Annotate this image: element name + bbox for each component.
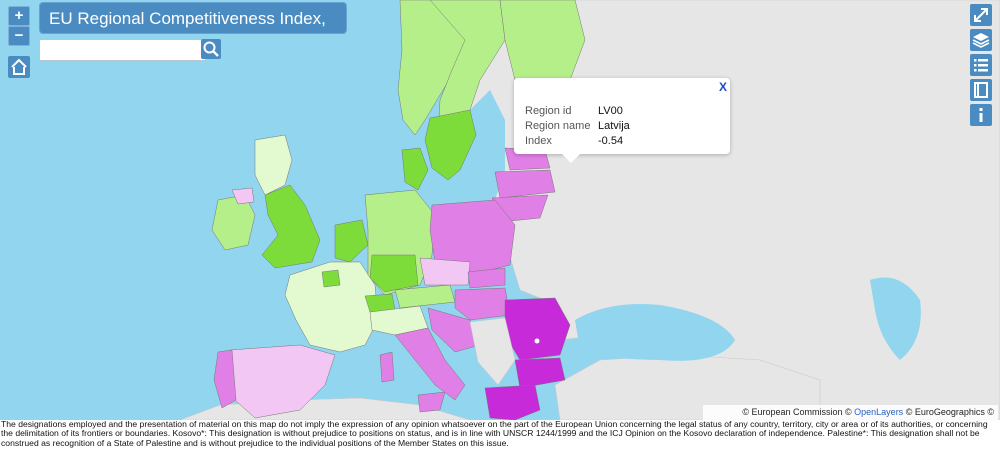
openlayers-link[interactable]: OpenLayers bbox=[854, 407, 904, 417]
book-button[interactable] bbox=[970, 79, 992, 101]
england bbox=[261, 184, 321, 269]
caspian-sea bbox=[870, 277, 921, 360]
layers-icon bbox=[972, 33, 990, 48]
book-icon bbox=[974, 82, 988, 98]
land-turkey bbox=[554, 354, 821, 420]
latvia bbox=[494, 169, 556, 199]
ireland bbox=[211, 194, 256, 251]
sardinia bbox=[379, 351, 395, 383]
germany-south bbox=[369, 254, 419, 293]
popup-tail bbox=[562, 154, 580, 163]
ile-de-france bbox=[321, 269, 341, 288]
bulgaria bbox=[514, 357, 566, 389]
popup-value: Latvija bbox=[598, 120, 630, 132]
selected-region-marker bbox=[534, 338, 540, 344]
popup-row-region-id: Region id LV00 bbox=[525, 105, 623, 117]
zoom-in-button[interactable]: + bbox=[8, 6, 30, 26]
fullscreen-icon bbox=[974, 8, 988, 22]
home-button[interactable] bbox=[8, 56, 30, 78]
info-icon bbox=[979, 108, 983, 122]
zoom-out-button[interactable]: − bbox=[8, 26, 30, 46]
romania bbox=[504, 297, 571, 361]
popup-row-region-name: Region name Latvija bbox=[525, 120, 630, 132]
greece bbox=[484, 384, 541, 420]
popup-row-index: Index -0.54 bbox=[525, 135, 623, 147]
northern-ireland bbox=[231, 187, 255, 205]
sicily bbox=[417, 391, 446, 413]
western-balkans bbox=[469, 317, 516, 386]
search-button[interactable] bbox=[201, 39, 221, 59]
popup-close-button[interactable]: X bbox=[718, 80, 727, 94]
map-attribution: © European Commission © OpenLayers © Eur… bbox=[703, 405, 998, 420]
benelux bbox=[334, 219, 369, 263]
popup-label: Index bbox=[525, 135, 552, 147]
info-button[interactable] bbox=[970, 104, 992, 126]
popup-label: Region name bbox=[525, 120, 591, 132]
black-sea bbox=[575, 304, 735, 361]
map-layer bbox=[179, 0, 1000, 420]
italy-south bbox=[394, 327, 466, 401]
home-icon bbox=[11, 58, 27, 75]
disclaimer-text: The designations employed and the presen… bbox=[1, 419, 988, 448]
search-input[interactable] bbox=[39, 39, 206, 61]
region-popup: X Region id LV00 Region name Latvija Index… bbox=[514, 78, 730, 163]
popup-label: Region id bbox=[525, 105, 572, 117]
attribution-text: © European Commission © bbox=[742, 407, 855, 417]
fullscreen-button[interactable] bbox=[970, 4, 992, 26]
czechia bbox=[419, 257, 471, 286]
hungary bbox=[454, 287, 511, 321]
layers-button[interactable] bbox=[970, 29, 992, 51]
scotland bbox=[254, 134, 293, 196]
denmark bbox=[401, 147, 429, 191]
portugal bbox=[213, 349, 237, 409]
popup-value: LV00 bbox=[598, 105, 623, 117]
legend-button[interactable] bbox=[970, 54, 992, 76]
slovakia bbox=[467, 267, 506, 289]
legend-list-icon bbox=[974, 59, 988, 72]
slovenia-croatia bbox=[427, 307, 481, 353]
popup-value: -0.54 bbox=[598, 135, 624, 147]
attribution-text-2: © EuroGeographics © REGIOgis bbox=[905, 407, 994, 417]
sweden-south bbox=[424, 109, 477, 181]
map-title: EU Regional Competitiveness Index, 2016 bbox=[39, 2, 347, 60]
search-icon bbox=[203, 41, 219, 57]
map-canvas[interactable]: EU Regional Competitiveness Index, 2016 … bbox=[0, 0, 1000, 420]
